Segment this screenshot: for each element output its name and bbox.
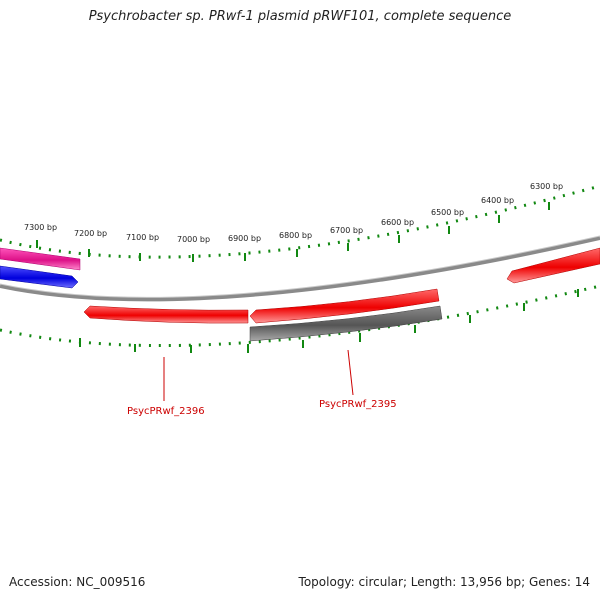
ruler-label: 7300 bp bbox=[24, 223, 57, 232]
gene-label-leader bbox=[347, 349, 354, 396]
gene-feature-psycprwf-2396[interactable] bbox=[83, 305, 249, 324]
ruler-label: 7200 bp bbox=[74, 229, 107, 238]
ruler-label: 6500 bp bbox=[431, 208, 464, 217]
ruler-label: 6400 bp bbox=[481, 196, 514, 205]
map-title: Psychrobacter sp. PRwf-1 plasmid pRWF101… bbox=[88, 9, 512, 24]
gene-label-psycprwf-2396[interactable]: PsycPRwf_2396 bbox=[127, 406, 205, 417]
ruler-label: 6600 bp bbox=[381, 218, 414, 227]
ruler-label: 6300 bp bbox=[530, 182, 563, 191]
plasmid-backbone-highlight bbox=[0, 235, 600, 298]
ruler-labels: 7300 bp 7200 bp 7100 bp 7000 bp 6900 bp … bbox=[24, 182, 563, 244]
gene-feature-blue[interactable] bbox=[0, 265, 79, 289]
gene-feature-gray[interactable] bbox=[249, 305, 443, 342]
inner-ruler-major-ticks bbox=[79, 289, 579, 353]
plasmid-backbone bbox=[0, 236, 600, 302]
topology-summary-text: Topology: circular; Length: 13,956 bp; G… bbox=[298, 575, 590, 589]
ruler-label: 6700 bp bbox=[330, 226, 363, 235]
ruler-label: 7100 bp bbox=[126, 233, 159, 242]
gene-label-psycprwf-2395[interactable]: PsycPRwf_2395 bbox=[319, 399, 397, 410]
accession-text: Accession: NC_009516 bbox=[9, 575, 146, 589]
gene-feature-magenta[interactable] bbox=[0, 247, 81, 271]
ruler-label: 7000 bp bbox=[177, 235, 210, 244]
gene-feature-psycprwf-2395[interactable] bbox=[249, 288, 440, 324]
outer-ruler-major-ticks bbox=[36, 202, 550, 262]
ruler-label: 6800 bp bbox=[279, 231, 312, 240]
gene-feature-red-right[interactable] bbox=[506, 247, 600, 284]
ruler-label: 6900 bp bbox=[228, 234, 261, 243]
